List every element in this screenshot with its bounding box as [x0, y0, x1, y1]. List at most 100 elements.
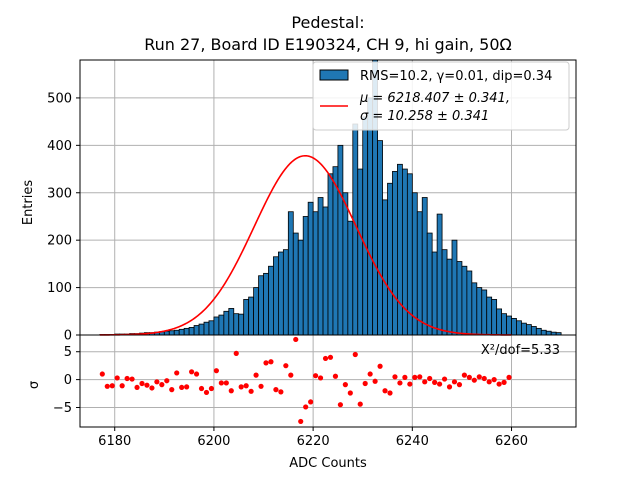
residual-plot-grid [80, 335, 576, 427]
residual-point [422, 379, 428, 385]
histogram-bar [540, 329, 547, 336]
residual-point [278, 389, 284, 395]
residual-point [412, 374, 418, 380]
histogram-bar [193, 325, 200, 336]
residual-point [268, 359, 274, 365]
histogram-bar [362, 116, 369, 336]
histogram-bar [268, 265, 274, 336]
histogram-bar [233, 313, 240, 336]
residual-point [159, 382, 165, 388]
histogram-bar [198, 323, 205, 336]
residual-point [372, 378, 378, 384]
residual-point [367, 371, 373, 377]
residual-point [114, 375, 120, 381]
histogram-bar [461, 265, 468, 336]
main-y-tick-label: 400 [47, 139, 72, 154]
residual-point [184, 384, 190, 390]
histogram-bar [382, 199, 388, 336]
histogram-bar [411, 192, 418, 336]
histogram-bar [530, 326, 537, 336]
histogram-bar [506, 315, 512, 336]
residual-point [496, 381, 502, 387]
histogram-bar [441, 249, 448, 336]
histogram-bar [377, 140, 383, 336]
residual-point [491, 377, 497, 383]
main-y-tick-label: 300 [47, 186, 72, 201]
residual-point [258, 383, 264, 389]
histogram-bar [287, 211, 294, 336]
histogram-bar [213, 316, 220, 336]
legend-fit-label-line1: μ = 6218.407 ± 0.341, [359, 91, 510, 106]
x-tick-label: 6180 [98, 434, 131, 449]
residual-point [203, 389, 210, 396]
histogram-bar [243, 299, 250, 336]
main-y-ticks: 0 100 200 300 400 500 [47, 91, 80, 344]
histogram-bar [347, 220, 354, 336]
histogram-bar [253, 287, 259, 336]
histogram-bar [436, 213, 443, 336]
histogram-bar [392, 171, 398, 336]
histogram-bar [183, 327, 190, 336]
residual-point [337, 402, 343, 408]
histogram-bar [491, 299, 498, 336]
legend-fit-label-line2: σ = 10.258 ± 0.341 [360, 109, 489, 124]
histogram-bar [501, 313, 507, 336]
legend-hist-swatch [319, 69, 349, 81]
residual-point [248, 388, 254, 394]
residual-point [109, 383, 115, 389]
residual-point [253, 372, 259, 378]
legend-box [312, 61, 570, 131]
residual-point [486, 379, 492, 385]
residual-y-tick-label: 5 [64, 345, 72, 360]
residual-point [397, 380, 403, 386]
histogram-bar [258, 275, 264, 336]
histogram-bar [387, 182, 393, 336]
histogram-bar [416, 211, 423, 336]
residual-point [461, 372, 467, 378]
residual-plot-frame [79, 334, 577, 428]
histogram-bar [545, 330, 552, 336]
residual-point [317, 375, 324, 381]
main-y-tick-label: 200 [47, 234, 72, 249]
residual-point [223, 380, 229, 386]
residual-point [124, 375, 130, 382]
residual-point [481, 375, 487, 382]
y-axis-label-sigma: σ [27, 381, 42, 389]
x-tick-label: 6220 [297, 434, 330, 449]
residual-point [313, 373, 319, 379]
main-y-tick-label: 500 [47, 91, 72, 106]
residual-point [139, 380, 145, 387]
histogram-bar [302, 216, 309, 336]
histogram-bar [238, 313, 245, 336]
residual-point [243, 383, 249, 389]
residual-point [451, 379, 458, 385]
residual-point [332, 373, 339, 379]
residual-point [179, 384, 185, 391]
histogram-bar [317, 197, 324, 336]
residual-point [149, 385, 155, 391]
x-tick-label: 6200 [197, 434, 230, 449]
residual-point [432, 379, 438, 385]
histogram-bar [397, 163, 403, 336]
residual-point [402, 374, 408, 380]
residual-point [417, 374, 423, 380]
histogram-bar [332, 166, 339, 336]
histogram-bar [188, 327, 195, 336]
residual-point [342, 382, 348, 388]
histogram-bar [357, 168, 364, 336]
residual-point [208, 385, 215, 392]
histogram-bar [273, 256, 279, 336]
histogram-bar [421, 197, 428, 336]
histogram-bar [228, 308, 235, 336]
histogram-bar [327, 173, 334, 336]
residual-point [119, 383, 125, 389]
histogram-bar [218, 314, 225, 336]
residual-point [357, 401, 363, 407]
histogram-bar [471, 282, 478, 336]
x-tick-label: 6240 [396, 434, 429, 449]
gaussian-fit-curve [99, 154, 512, 336]
residual-point [501, 379, 507, 385]
residual-point [362, 380, 368, 387]
histogram-bar [203, 321, 210, 336]
